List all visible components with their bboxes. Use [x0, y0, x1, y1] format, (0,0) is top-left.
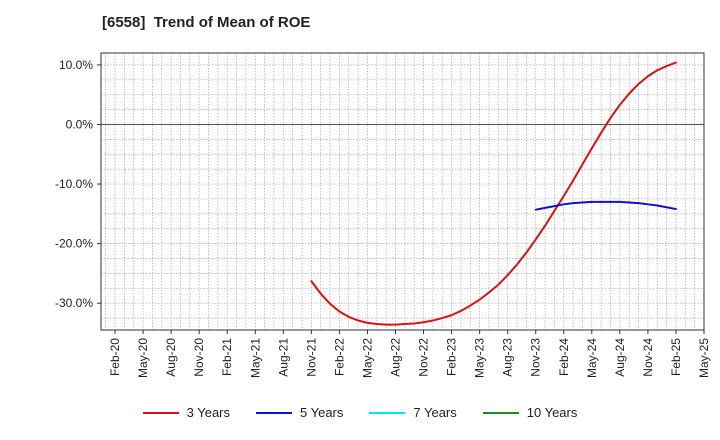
series-lines — [310, 61, 677, 326]
x-tick-label: Feb-23 — [445, 338, 459, 376]
y-tick-label: -30.0% — [55, 296, 93, 310]
legend-item: 5 Years — [256, 405, 343, 420]
x-tick-label: Feb-25 — [669, 338, 683, 376]
x-tick-label: May-22 — [360, 338, 374, 378]
x-tick-label: Nov-22 — [417, 338, 431, 377]
legend-label: 5 Years — [300, 405, 344, 420]
x-tick-label: Aug-24 — [613, 338, 627, 377]
legend-swatch — [142, 411, 179, 414]
chart-title: [6558] Trend of Mean of ROE — [102, 14, 311, 31]
x-tick-label: May-24 — [585, 338, 599, 378]
x-tick-label: Feb-21 — [220, 338, 234, 376]
legend-item: 3 Years — [142, 405, 230, 420]
x-tick-label: May-21 — [248, 338, 262, 378]
legend-item: 7 Years — [369, 405, 457, 420]
x-tick-label: Feb-22 — [332, 338, 346, 376]
x-axis-ticks: Feb-20 May-20 Aug-20 Nov-20 Feb-21 May-21 Aug-… — [108, 330, 711, 378]
x-tick-label: Aug-23 — [501, 338, 515, 377]
grid — [101, 53, 704, 330]
legend-item: 10 Years — [482, 405, 578, 420]
x-tick-label: Aug-20 — [164, 338, 178, 377]
legend-label: 7 Years — [413, 405, 457, 420]
x-tick-label: May-23 — [473, 338, 487, 378]
x-tick-label: Nov-20 — [192, 338, 206, 377]
legend: 3 Years 5 Years 7 Years 10 Years — [0, 405, 720, 420]
y-axis-ticks: 10.0% 0.0% -10.0% -20.0% -30.0% — [55, 58, 101, 310]
x-tick-label: May-25 — [697, 338, 711, 378]
x-tick-label: Aug-21 — [276, 338, 290, 377]
y-tick-label: 10.0% — [59, 58, 93, 72]
y-tick-label: -20.0% — [55, 237, 93, 251]
y-tick-label: -10.0% — [55, 177, 93, 191]
legend-swatch — [256, 411, 292, 414]
series-line-5-years — [534, 200, 677, 211]
x-tick-label: May-20 — [136, 338, 150, 378]
legend-label: 3 Years — [186, 405, 230, 420]
plot-area — [101, 53, 704, 330]
x-tick-label: Feb-20 — [108, 338, 122, 376]
plot-border — [100, 52, 705, 331]
x-tick-label: Nov-21 — [304, 338, 318, 377]
legend-swatch — [369, 411, 406, 414]
x-tick-label: Nov-24 — [641, 338, 655, 377]
legend-swatch — [482, 411, 519, 414]
legend-label: 10 Years — [526, 405, 578, 420]
x-tick-label: Aug-22 — [388, 338, 402, 377]
x-tick-label: Nov-23 — [529, 338, 543, 377]
y-tick-label: 0.0% — [66, 117, 94, 131]
x-tick-label: Feb-24 — [557, 338, 571, 376]
series-line-3-years — [310, 61, 677, 326]
